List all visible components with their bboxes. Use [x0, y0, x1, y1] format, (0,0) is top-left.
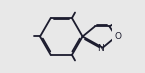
Text: O: O: [115, 32, 122, 41]
Text: N: N: [97, 44, 104, 53]
